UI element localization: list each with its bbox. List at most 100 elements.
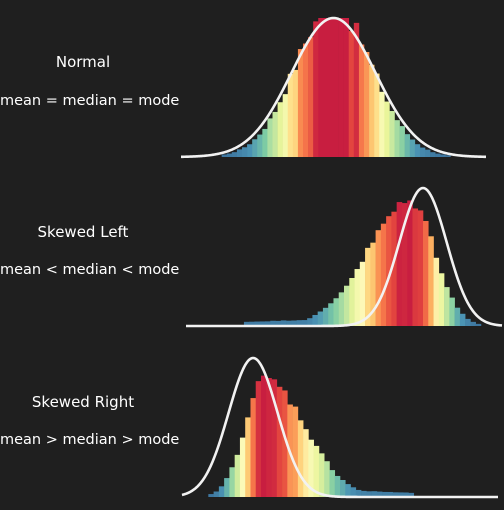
histogram-bar-skewed-right — [261, 375, 267, 497]
chart-skewed-right — [181, 356, 499, 499]
histogram-bar-skewed-right — [282, 390, 288, 497]
histogram-bar-normal — [323, 18, 329, 157]
histogram-bar-skewed-left — [401, 203, 408, 326]
histogram-bar-skewed-right — [255, 381, 262, 497]
histogram-bar-skewed-left — [317, 311, 324, 326]
histogram-bar-normal — [338, 18, 344, 157]
histogram-bar-normal — [358, 44, 365, 157]
histogram-bar-normal — [231, 152, 238, 157]
histogram-bar-normal — [333, 18, 339, 157]
histogram-bar-skewed-right — [361, 490, 367, 497]
histogram-bar-normal — [369, 64, 375, 157]
histogram-bar-skewed-left — [296, 320, 303, 326]
histogram-bar-skewed-left — [259, 321, 266, 326]
histogram-bar-normal — [252, 139, 258, 157]
histogram-bar-skewed-left — [270, 320, 276, 326]
dist-relation-skewed-right: mean > median > mode — [0, 432, 180, 448]
histogram-bar-normal — [242, 147, 248, 157]
histogram-bar-skewed-left — [375, 230, 382, 326]
histogram-bar-skewed-left — [475, 323, 482, 326]
histogram-bar-skewed-right — [239, 437, 246, 497]
histogram-bar-skewed-left — [322, 307, 329, 326]
dist-title-normal: Normal — [55, 53, 111, 71]
histogram-bar-skewed-right — [229, 467, 235, 497]
histogram-bar-skewed-right — [376, 491, 383, 497]
histogram-bar-skewed-right — [382, 491, 388, 497]
histogram-bar-skewed-left — [301, 320, 308, 326]
histogram-bar-normal — [221, 154, 228, 157]
histogram-bar-normal — [282, 94, 289, 157]
histogram-bar-skewed-right — [392, 492, 399, 497]
histogram-bar-skewed-left — [470, 321, 476, 326]
histogram-bar-skewed-left — [254, 321, 261, 326]
density-curve-normal — [180, 16, 487, 159]
panel-skewed-right: Skewed Right mean > median > mode — [0, 340, 504, 510]
histogram-bar-skewed-right — [224, 478, 230, 497]
histogram-bar-normal — [430, 152, 436, 157]
histogram-bar-normal — [348, 31, 355, 158]
histogram-bar-normal — [409, 139, 416, 157]
histogram-bar-normal — [247, 144, 253, 157]
histogram-bar-skewed-left — [396, 202, 403, 326]
histogram-bar-normal — [297, 49, 304, 158]
histogram-bar-skewed-right — [350, 487, 357, 497]
histogram-bar-skewed-left — [275, 320, 282, 326]
histogram-bar-skewed-right — [366, 491, 372, 497]
histogram-bar-normal — [313, 21, 319, 158]
histogram-bar-skewed-right — [303, 429, 309, 497]
histogram-bar-normal — [277, 102, 283, 157]
chart-normal — [180, 16, 487, 159]
histogram-bar-skewed-right — [313, 445, 320, 497]
density-curve-skewed-right — [181, 356, 499, 499]
panel-normal: Normal mean = median = mode — [0, 0, 504, 170]
histogram-bar-skewed-right — [213, 491, 220, 497]
histogram-bar-skewed-right — [208, 494, 214, 497]
density-curve-skewed-left — [185, 186, 503, 328]
histogram-bar-normal — [262, 128, 268, 157]
histogram-bar-normal — [308, 37, 314, 158]
histogram-bar-skewed-right — [387, 491, 393, 497]
histogram-bar-skewed-left — [433, 257, 440, 326]
histogram-bar-normal — [404, 134, 411, 157]
histogram-bar-normal — [435, 153, 441, 157]
histogram-bar-normal — [236, 149, 243, 157]
histogram-bar-skewed-left — [265, 321, 271, 326]
histogram-bar-skewed-left — [291, 320, 297, 326]
histogram-bar-skewed-right — [397, 492, 404, 497]
histogram-bar-skewed-left — [407, 200, 413, 326]
histogram-bar-skewed-left — [243, 321, 250, 326]
histogram-bar-normal — [343, 18, 350, 157]
histogram-bar-skewed-left — [438, 273, 445, 326]
dist-relation-normal: mean = median = mode — [0, 93, 180, 109]
histogram-bar-normal — [374, 73, 380, 157]
histogram-bar-skewed-left — [312, 314, 318, 326]
histogram-bar-skewed-left — [349, 278, 355, 326]
histogram-bar-normal — [389, 111, 395, 157]
dist-relation-skewed-left: mean < median < mode — [0, 262, 180, 278]
histogram-bar-skewed-right — [318, 453, 325, 497]
histogram-bar-skewed-left — [459, 313, 466, 326]
histogram-bar-normal — [267, 118, 273, 157]
histogram-bar-normal — [445, 155, 451, 157]
histogram-bar-skewed-right — [324, 461, 330, 497]
histogram-bar-skewed-right — [276, 386, 283, 497]
histogram-bar-normal — [440, 154, 446, 157]
dist-title-skewed-right: Skewed Right — [31, 393, 135, 411]
histogram-bar-normal — [384, 101, 390, 157]
histogram-bar-normal — [399, 126, 405, 157]
histogram-bar-skewed-left — [280, 320, 287, 326]
histogram-bar-normal — [303, 43, 309, 157]
histogram-bar-normal — [287, 73, 294, 157]
histogram-bar-skewed-left — [386, 216, 392, 326]
histogram-bar-normal — [394, 120, 400, 157]
histogram-bar-skewed-left — [365, 247, 371, 326]
histogram-bar-normal — [272, 111, 278, 157]
histogram-bar-normal — [328, 18, 334, 157]
histogram-bar-skewed-left — [380, 223, 387, 326]
histogram-bar-skewed-left — [391, 211, 397, 326]
histogram-bar-skewed-right — [266, 378, 272, 497]
histogram-bar-skewed-right — [408, 492, 415, 497]
histogram-bar-skewed-right — [403, 492, 409, 497]
chart-skewed-left — [185, 186, 503, 328]
histogram-bar-normal — [353, 22, 360, 158]
